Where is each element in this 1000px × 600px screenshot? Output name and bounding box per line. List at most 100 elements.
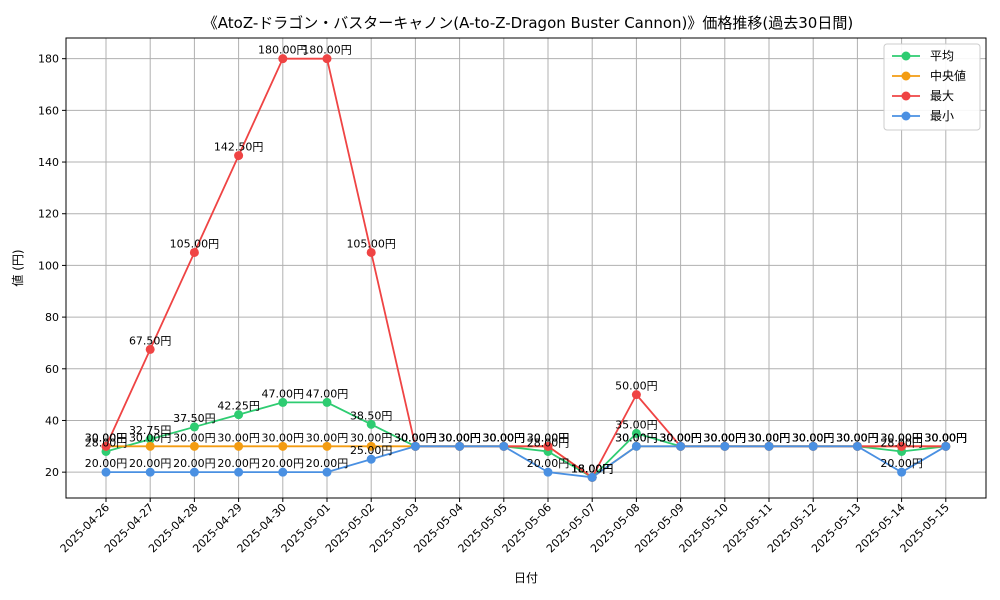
data-label: 28.00円	[880, 436, 923, 449]
data-label: 30.00円	[748, 431, 791, 444]
y-tick-label: 160	[38, 104, 59, 117]
data-point	[852, 441, 862, 451]
data-label: 42.25円	[217, 400, 260, 413]
data-label: 20.00円	[306, 457, 349, 470]
data-label: 30.00円	[262, 431, 305, 444]
data-label: 30.00円	[394, 431, 437, 444]
data-point	[543, 467, 553, 477]
data-label: 67.50円	[129, 334, 172, 347]
data-label: 30.00円	[659, 431, 702, 444]
data-label: 30.00円	[438, 431, 481, 444]
data-point	[941, 441, 951, 451]
data-label: 30.00円	[483, 431, 526, 444]
data-point	[101, 441, 111, 451]
data-point	[234, 467, 244, 477]
data-label: 105.00円	[346, 237, 396, 250]
data-label: 30.00円	[659, 431, 702, 444]
y-tick-label: 40	[45, 414, 59, 427]
legend-marker	[901, 111, 911, 121]
data-label: 30.00円	[925, 431, 968, 444]
data-label: 30.00円	[925, 431, 968, 444]
data-point	[366, 247, 376, 257]
data-label: 18.00円	[571, 462, 614, 475]
data-label: 30.00円	[704, 431, 747, 444]
data-point	[631, 428, 641, 438]
grid	[66, 38, 986, 498]
legend-marker	[901, 71, 911, 81]
data-label: 30.00円	[527, 431, 570, 444]
data-label: 20.00円	[85, 457, 128, 470]
data-point	[631, 441, 641, 451]
x-axis-label: 日付	[514, 571, 538, 585]
data-label: 30.00円	[792, 431, 835, 444]
data-point	[366, 441, 376, 451]
data-label: 30.00円	[925, 431, 968, 444]
data-point	[631, 390, 641, 400]
data-point	[145, 344, 155, 354]
data-point	[322, 397, 332, 407]
legend-box	[883, 43, 981, 131]
y-tick-label: 100	[38, 259, 59, 272]
data-point	[455, 441, 465, 451]
data-point	[410, 441, 420, 451]
data-point	[189, 467, 199, 477]
data-label: 180.00円	[302, 44, 352, 57]
series-line	[106, 445, 947, 479]
data-point	[322, 54, 332, 64]
chart-title: 《AtoZ-ドラゴン・バスターキャノン(A-to-Z-Dragon Buster…	[203, 14, 853, 32]
data-label: 30.00円	[394, 431, 437, 444]
data-label: 20.00円	[217, 457, 260, 470]
data-label: 30.00円	[880, 431, 923, 444]
data-label: 30.00円	[438, 431, 481, 444]
data-point	[366, 419, 376, 429]
data-label: 30.00円	[483, 431, 526, 444]
legend-marker	[901, 91, 911, 101]
data-point	[764, 441, 774, 451]
data-label: 30.00円	[306, 431, 349, 444]
y-tick-label: 120	[38, 208, 59, 221]
x-axis-ticks: 2025-04-262025-04-272025-04-282025-04-29…	[58, 498, 952, 555]
data-label: 180.00円	[258, 44, 308, 57]
legend-label: 最大	[930, 89, 954, 103]
data-label: 28.00円	[85, 436, 128, 449]
data-point	[808, 441, 818, 451]
data-label: 30.00円	[704, 431, 747, 444]
data-label: 30.00円	[85, 431, 128, 444]
data-label: 30.00円	[792, 431, 835, 444]
data-label: 30.00円	[659, 431, 702, 444]
y-tick-label: 20	[45, 466, 59, 479]
series-line	[105, 57, 946, 479]
data-point	[676, 441, 686, 451]
y-axis-ticks: 20 40 60 80 100 120 140 160 180	[38, 53, 66, 479]
y-tick-label: 180	[38, 53, 59, 66]
plot-area	[65, 37, 987, 499]
data-label: 30.00円	[438, 431, 481, 444]
y-tick-label: 140	[38, 156, 59, 169]
data-point	[322, 441, 332, 451]
data-point	[145, 441, 155, 451]
data-label: 30.00円	[792, 431, 835, 444]
data-label: 32.75円	[129, 424, 172, 437]
data-point	[234, 441, 244, 451]
data-label: 30.00円	[394, 431, 437, 444]
data-label: 30.00円	[748, 431, 791, 444]
data-label: 25.00円	[350, 444, 393, 457]
data-point	[189, 441, 199, 451]
data-label: 20.00円	[880, 457, 923, 470]
data-label: 30.00円	[792, 431, 835, 444]
data-point	[720, 441, 730, 451]
legend-label: 中央値	[930, 68, 966, 83]
data-label: 30.00円	[217, 431, 260, 444]
data-label: 28.00円	[527, 436, 570, 449]
data-label: 30.00円	[438, 431, 481, 444]
data-label: 30.00円	[836, 431, 879, 444]
data-label: 30.00円	[173, 431, 216, 444]
data-label: 30.00円	[836, 431, 879, 444]
y-axis-label: 値 (円)	[10, 249, 25, 286]
data-label: 30.00円	[880, 431, 923, 444]
data-label: 30.00円	[615, 431, 658, 444]
data-label: 105.00円	[170, 237, 220, 250]
data-label: 30.00円	[129, 431, 172, 444]
